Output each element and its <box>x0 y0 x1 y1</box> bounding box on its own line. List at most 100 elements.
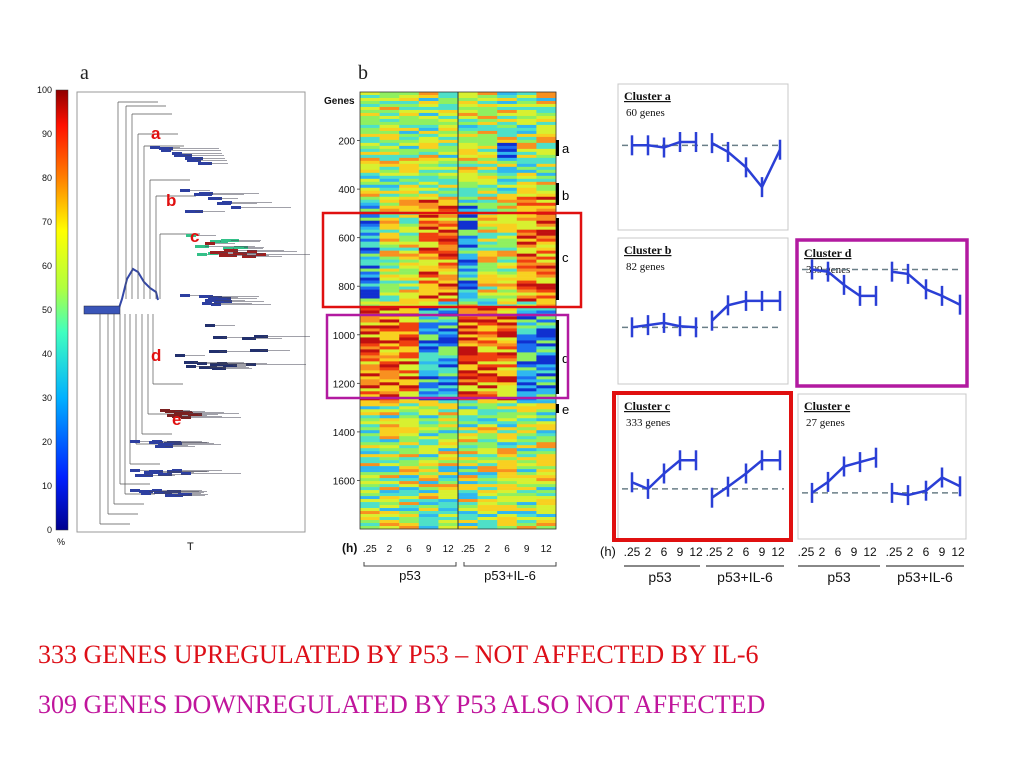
heatmap-cell <box>516 169 537 174</box>
heatmap-cell <box>379 439 400 443</box>
tree-node <box>149 441 163 444</box>
heatmap-cell <box>497 160 518 165</box>
heatmap-cell <box>477 118 498 123</box>
heatmap-cell <box>497 430 518 434</box>
tree-node <box>195 245 209 248</box>
cluster-time-unit: (h) <box>600 544 616 559</box>
heatmap-cell <box>458 439 478 443</box>
heatmap-cell <box>379 484 400 488</box>
heatmap-cell <box>458 346 478 350</box>
heatmap-cell <box>516 415 537 419</box>
heatmap-cell <box>477 172 498 177</box>
heatmap-cell <box>497 241 518 245</box>
heatmap-cell <box>360 427 380 431</box>
heatmap-cell <box>477 355 498 359</box>
heatmap-cell <box>360 388 380 392</box>
heatmap-cell <box>418 214 439 219</box>
heatmap-cell <box>399 124 420 129</box>
cluster-time-tick: 12 <box>863 545 877 559</box>
heatmap-cell <box>497 403 518 407</box>
heatmap-cell <box>379 220 400 224</box>
heatmap-cell <box>458 169 478 174</box>
heatmap-cell <box>379 442 400 446</box>
heatmap-cell <box>418 94 439 99</box>
cluster-time-tick: 9 <box>939 545 946 559</box>
heatmap-cell <box>497 385 518 389</box>
heatmap-cell <box>438 244 459 248</box>
heatmap-cell <box>360 376 380 380</box>
heatmap-cell <box>379 502 400 506</box>
heatmap-cell <box>399 379 420 383</box>
heatmap-y-tick: 1600 <box>333 476 356 487</box>
tree-node <box>172 469 182 472</box>
heatmap-cell <box>438 178 459 183</box>
heatmap-cell <box>458 382 478 386</box>
heatmap-cell <box>418 286 439 290</box>
heatmap-cell <box>536 259 557 263</box>
heatmap-cell <box>458 154 478 159</box>
heatmap-cell <box>418 154 439 159</box>
heatmap-cell <box>458 484 478 488</box>
heatmap-cell <box>477 175 498 180</box>
heatmap-cell <box>516 508 537 512</box>
heatmap-cell <box>477 421 498 425</box>
heatmap-cell <box>477 472 498 476</box>
heatmap-cell <box>516 505 537 509</box>
cluster-time-ticks: .25 2 6 9 12.25 2 6 9 12.25 2 6 9 12.25 2 6 9 12 <box>624 545 965 559</box>
heatmap-cell <box>360 367 380 371</box>
heatmap-cell <box>418 331 439 335</box>
heatmap-cell <box>477 124 498 129</box>
heatmap-cell <box>477 115 498 120</box>
heatmap-cell <box>399 409 420 413</box>
heatmap-cell <box>360 223 380 227</box>
heatmap-cell <box>497 193 518 198</box>
heatmap-cell <box>360 157 380 162</box>
heatmap-cell <box>399 136 420 141</box>
heatmap-cell <box>399 127 420 132</box>
heatmap-cell <box>497 367 518 371</box>
heatmap-cell <box>418 157 439 162</box>
heatmap-cell <box>399 199 420 204</box>
heatmap-cell <box>536 139 557 144</box>
heatmap-cell <box>536 328 557 332</box>
heatmap-cell <box>399 445 420 449</box>
genes-axis-title: Genes <box>324 96 355 107</box>
heatmap-time-tick: 12 <box>541 544 553 555</box>
heatmap-cell <box>497 523 518 527</box>
heatmap-cell <box>477 268 498 272</box>
colorbar <box>55 89 69 531</box>
heatmap-cell <box>516 181 537 186</box>
heatmap-cell <box>458 271 478 275</box>
tree-node <box>213 336 227 339</box>
heatmap-cell <box>497 286 518 290</box>
heatmap-cell <box>399 382 420 386</box>
heatmap-cell <box>516 208 537 213</box>
heatmap-cell <box>458 370 478 374</box>
heatmap-cell <box>536 442 557 446</box>
heatmap-cell <box>360 214 380 219</box>
heatmap-cell <box>360 160 380 165</box>
heatmap-cell <box>379 115 400 120</box>
heatmap-cell <box>516 322 537 326</box>
heatmap-cell <box>536 337 557 341</box>
heatmap-cell <box>477 439 498 443</box>
heatmap-cell <box>497 343 518 347</box>
heatmap-cell <box>458 241 478 245</box>
heatmap-cell <box>536 481 557 485</box>
heatmap-cell <box>360 118 380 123</box>
heatmap-cell <box>458 391 478 395</box>
heatmap-time-tick: 6 <box>406 544 412 555</box>
highlight-box-c <box>321 211 583 309</box>
heatmap-cell <box>516 376 537 380</box>
heatmap-cell <box>399 361 420 365</box>
tree-node <box>164 442 182 445</box>
heatmap-cell <box>360 277 380 281</box>
heatmap-cell <box>497 223 518 227</box>
heatmap-cell <box>418 526 439 530</box>
heatmap-cell <box>418 283 439 287</box>
heatmap-cell <box>516 151 537 156</box>
heatmap-cell <box>379 262 400 266</box>
heatmap-cell <box>536 523 557 527</box>
heatmap-cell <box>360 499 380 503</box>
